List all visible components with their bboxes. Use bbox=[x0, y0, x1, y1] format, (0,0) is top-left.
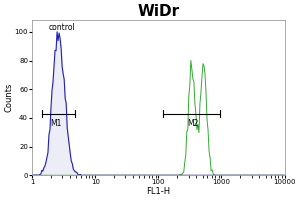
X-axis label: FL1-H: FL1-H bbox=[146, 187, 170, 196]
Text: M2: M2 bbox=[187, 119, 198, 128]
Title: WiDr: WiDr bbox=[137, 4, 179, 19]
Text: control: control bbox=[48, 23, 75, 32]
Y-axis label: Counts: Counts bbox=[4, 83, 13, 112]
Text: M1: M1 bbox=[50, 119, 61, 128]
